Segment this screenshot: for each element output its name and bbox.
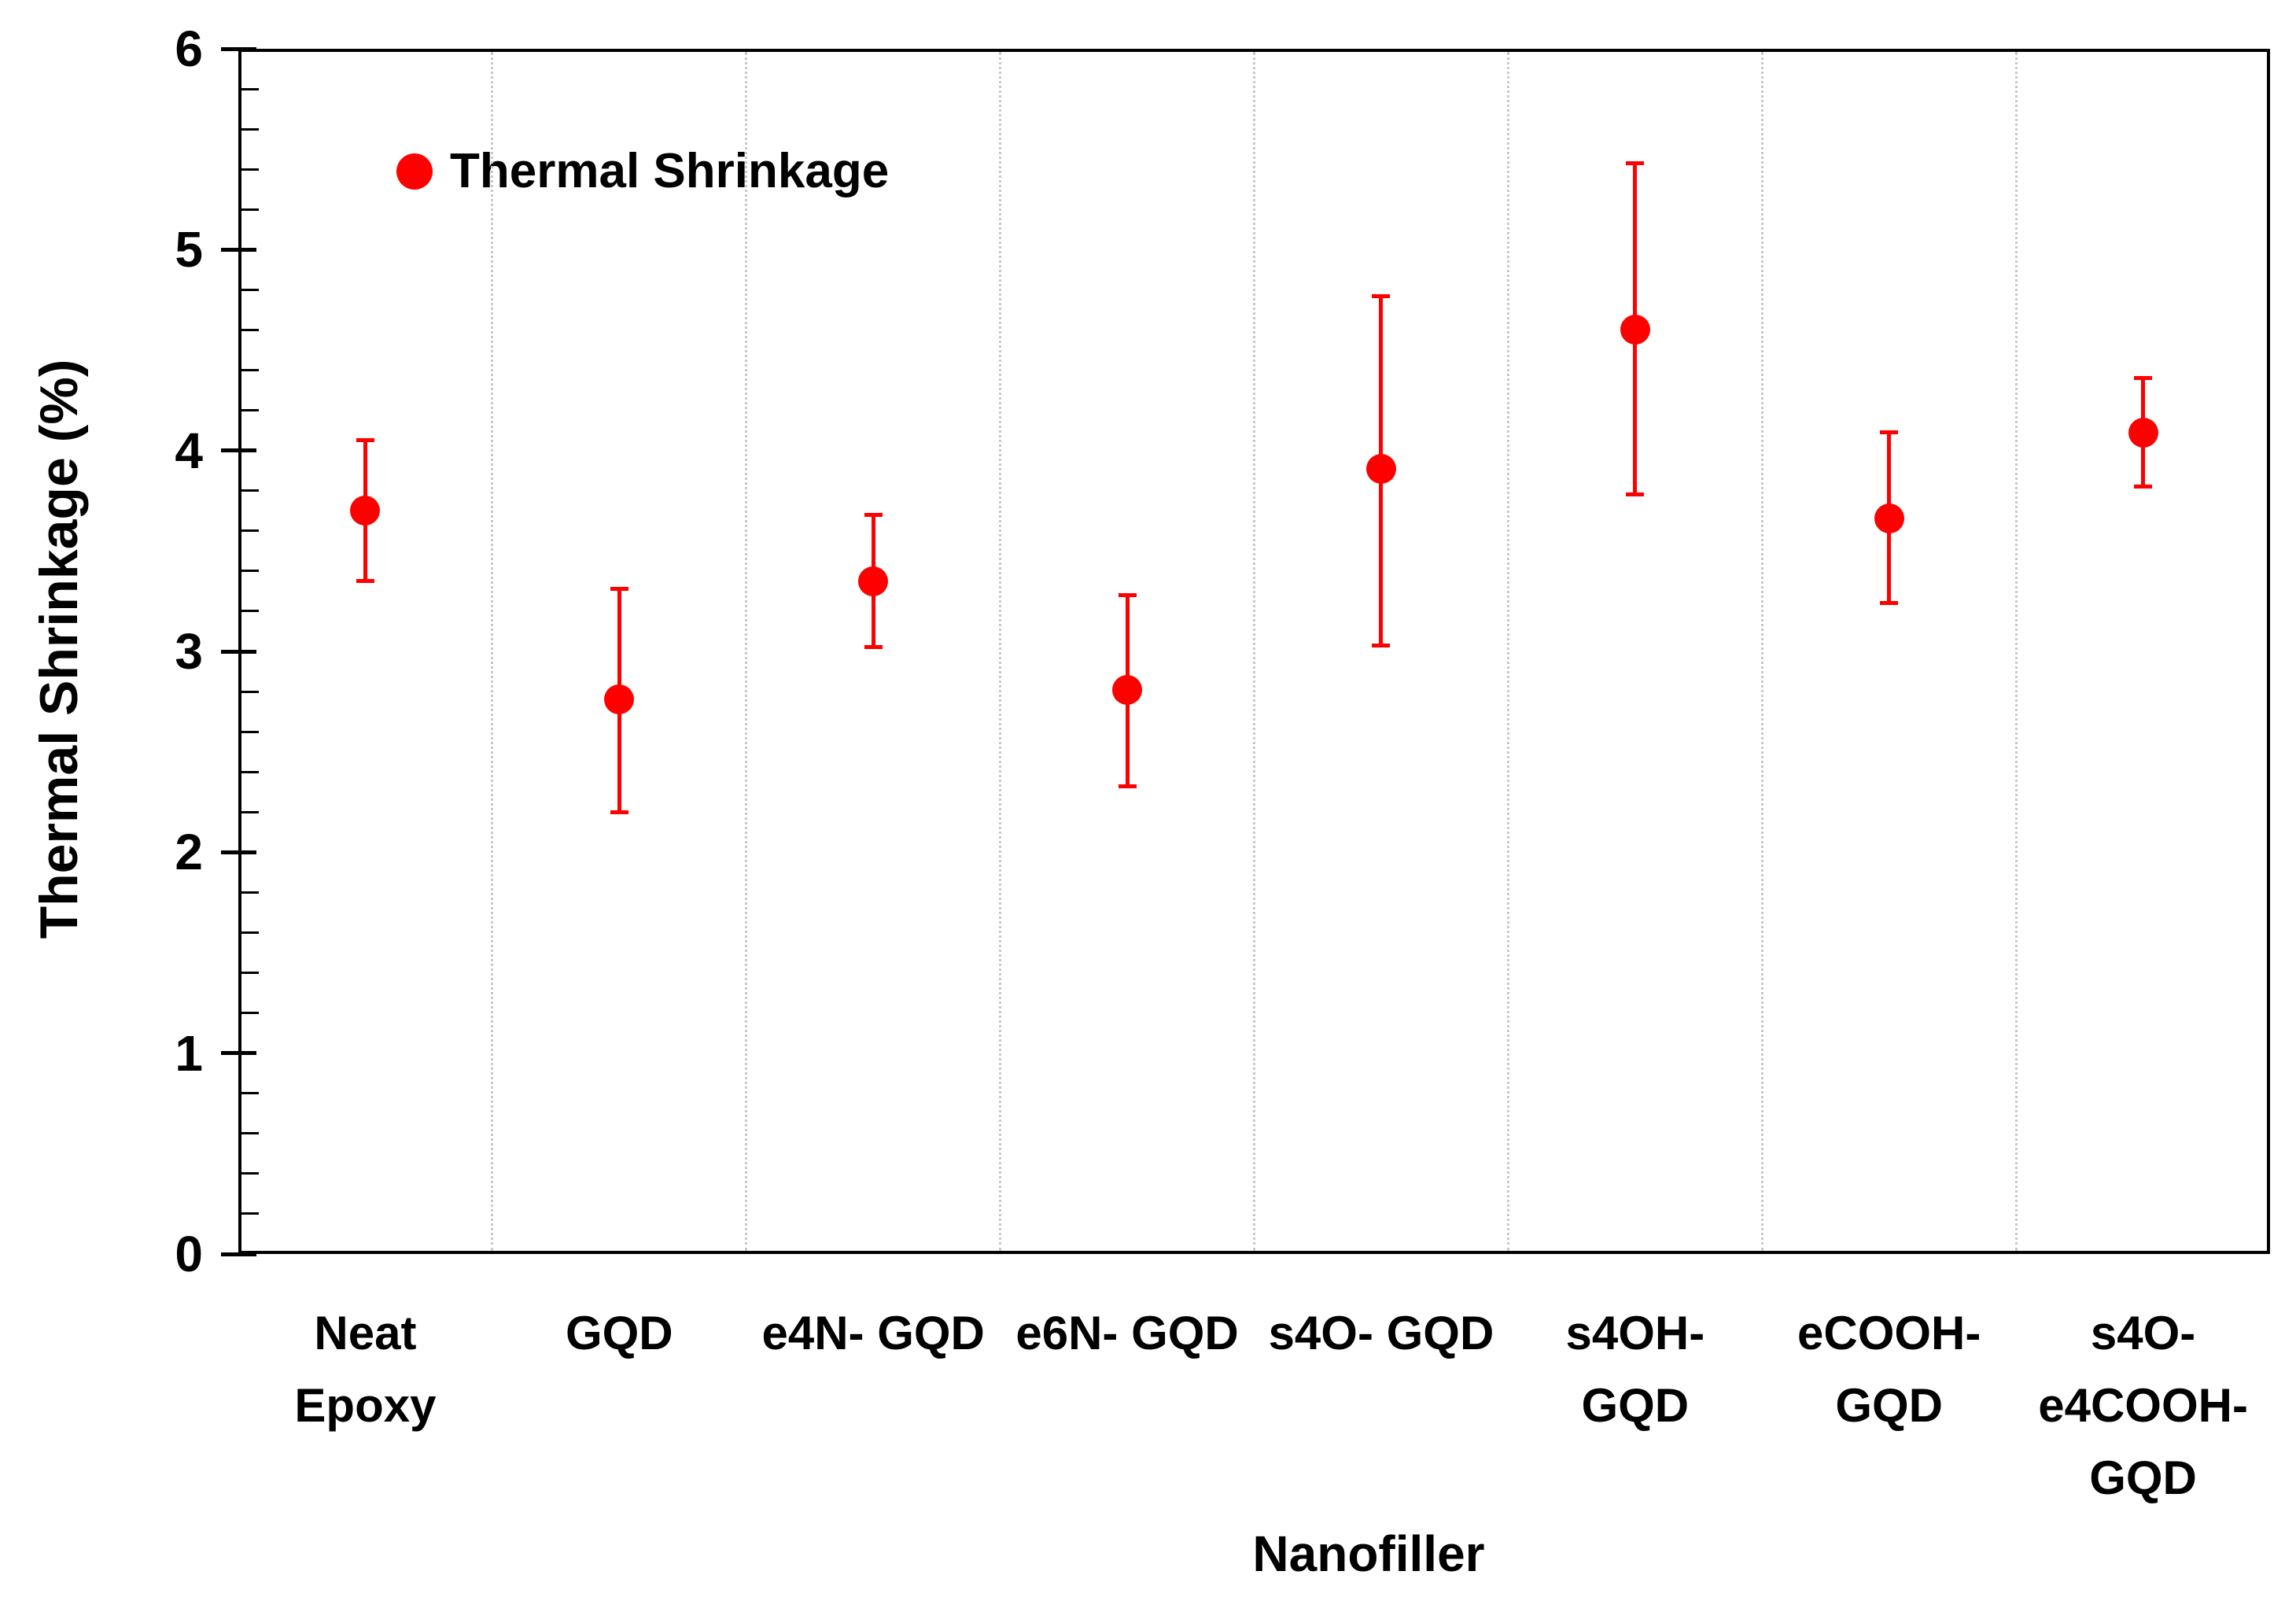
error-bar-top-cap — [1626, 161, 1645, 166]
category-label-line: e4COOH- — [2038, 1379, 2248, 1432]
category-label-line: s4O- GQD — [1268, 1307, 1494, 1359]
category-label: s4O-e4COOH- GQD — [2010, 1297, 2277, 1514]
category-label-line: GQD — [2089, 1451, 2197, 1504]
error-bar-top-cap — [1880, 430, 1899, 435]
error-bar-bottom-cap — [1372, 643, 1391, 647]
y-major-tick — [221, 247, 256, 252]
error-bar-top-cap — [2134, 376, 2153, 381]
data-point — [858, 566, 889, 596]
y-minor-tick — [241, 529, 259, 533]
error-bar-top-cap — [356, 438, 374, 443]
category-label: s4OH- GQD — [1502, 1297, 1769, 1442]
error-bar-bottom-cap — [1118, 784, 1137, 788]
error-bar-bottom-cap — [1880, 601, 1899, 606]
y-minor-tick — [241, 127, 259, 131]
category-label: s4O- GQD — [1248, 1297, 1515, 1370]
category-label-line: Epoxy — [294, 1379, 437, 1432]
y-minor-tick — [241, 891, 259, 894]
y-minor-tick — [241, 1132, 259, 1135]
category-label-line: GQD — [1835, 1379, 1944, 1432]
category-label: e6N- GQD — [993, 1297, 1261, 1370]
legend-marker-icon — [396, 153, 433, 190]
y-tick-label: 6 — [175, 20, 203, 77]
y-minor-tick — [241, 1092, 259, 1095]
y-minor-tick — [241, 168, 259, 171]
y-minor-tick — [241, 972, 259, 975]
y-major-tick — [221, 448, 256, 453]
y-tick-label: 2 — [175, 824, 203, 881]
y-tick-label: 3 — [175, 623, 203, 680]
error-bar-bottom-cap — [864, 645, 883, 650]
y-minor-tick — [241, 690, 259, 693]
y-minor-tick — [241, 770, 259, 773]
category-label-line: Neat — [314, 1307, 417, 1359]
y-minor-tick — [241, 208, 259, 211]
y-tick-label: 0 — [175, 1226, 203, 1282]
category-gridline — [999, 52, 1002, 1251]
y-minor-tick — [241, 489, 259, 492]
data-point — [1365, 453, 1396, 484]
y-major-tick — [221, 850, 256, 854]
y-minor-tick — [241, 328, 259, 331]
category-label: e4N- GQD — [739, 1297, 1007, 1370]
y-minor-tick — [241, 1012, 259, 1015]
category-gridline — [1506, 52, 1509, 1251]
category-gridline — [2014, 52, 2018, 1251]
category-gridline — [745, 52, 748, 1251]
y-minor-tick — [241, 1212, 259, 1215]
error-bar-top-cap — [864, 512, 883, 517]
y-minor-tick — [241, 87, 259, 90]
y-minor-tick — [241, 810, 259, 813]
y-tick-label: 1 — [175, 1024, 203, 1082]
category-label-line: GQD — [1581, 1379, 1690, 1432]
category-label-line: e4N- GQD — [761, 1307, 985, 1359]
category-label: Neat Epoxy — [231, 1297, 499, 1442]
error-bar-bottom-cap — [610, 810, 628, 814]
data-point — [1620, 315, 1650, 345]
y-major-tick — [221, 649, 256, 654]
category-label-line: e6N- GQD — [1015, 1307, 1239, 1359]
error-bar-bottom-cap — [2134, 485, 2153, 489]
y-major-tick — [221, 1252, 256, 1256]
legend-label: Thermal Shrinkage — [450, 144, 890, 198]
y-minor-tick — [241, 1172, 259, 1175]
y-tick-label: 5 — [175, 221, 203, 278]
category-label-line: eCOOH- — [1797, 1307, 1981, 1359]
y-major-tick — [221, 46, 256, 51]
y-tick-label: 4 — [175, 422, 203, 479]
y-minor-tick — [241, 288, 259, 291]
y-minor-tick — [241, 570, 259, 573]
data-point — [2128, 417, 2158, 448]
data-point — [1112, 674, 1143, 705]
x-axis-title: Nanofiller — [1252, 1525, 1485, 1582]
category-label-line: s4OH- — [1565, 1307, 1705, 1359]
category-gridline — [1253, 52, 1255, 1251]
error-bar-top-cap — [610, 587, 628, 592]
data-point — [604, 684, 635, 715]
data-point — [350, 496, 381, 526]
data-point — [1874, 503, 1904, 534]
error-bar-bottom-cap — [356, 579, 374, 584]
y-minor-tick — [241, 610, 259, 613]
error-bar-top-cap — [1118, 593, 1137, 597]
category-label-line: s4O- — [2090, 1307, 2196, 1359]
category-label: GQD — [485, 1297, 753, 1370]
y-minor-tick — [241, 369, 259, 372]
y-major-tick — [221, 1051, 256, 1056]
error-bar-bottom-cap — [1626, 492, 1645, 497]
y-minor-tick — [241, 409, 259, 412]
y-minor-tick — [241, 931, 259, 934]
category-label: eCOOH- GQD — [1756, 1297, 2023, 1442]
category-label-line: GQD — [565, 1307, 673, 1359]
category-gridline — [491, 52, 494, 1251]
legend: Thermal Shrinkage — [396, 143, 889, 199]
error-bar-top-cap — [1372, 293, 1391, 298]
y-minor-tick — [241, 730, 259, 733]
category-gridline — [1760, 52, 1763, 1251]
